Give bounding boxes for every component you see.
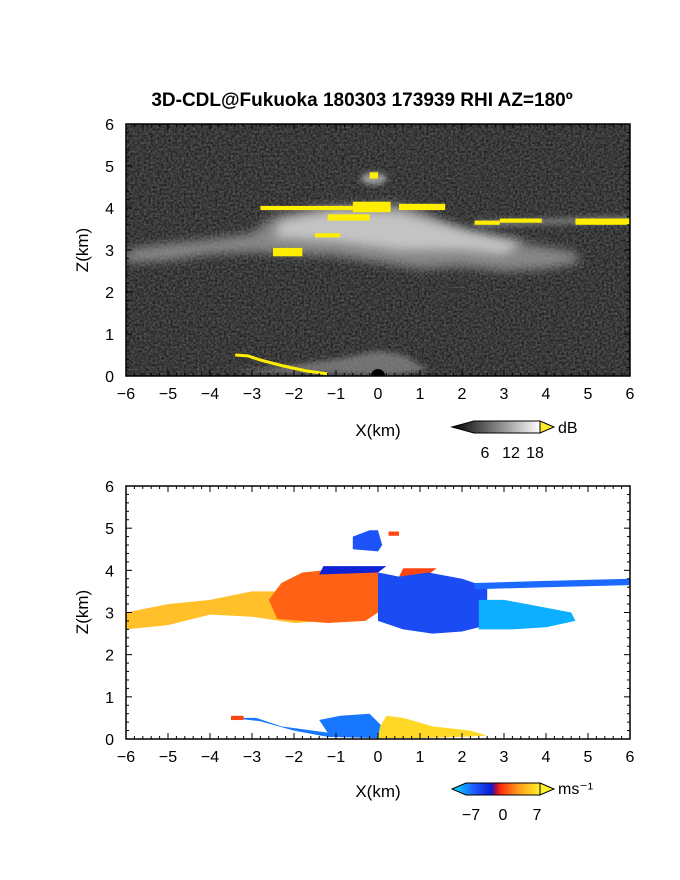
velocity-x-tick-label: 5 <box>584 749 593 766</box>
velocity-x-axis-label: X(km) <box>355 782 400 801</box>
reflectivity-colorbar-max-arrow <box>539 420 556 434</box>
reflectivity-x-tick-label: 4 <box>542 386 551 403</box>
reflectivity-x-tick-label: 2 <box>458 386 467 403</box>
reflectivity-x-tick-label: −3 <box>243 386 261 403</box>
velocity-y-tick-label: 1 <box>105 690 114 707</box>
velocity-y-tick-label: 2 <box>105 648 114 665</box>
reflectivity-x-tick-label: 5 <box>584 386 593 403</box>
reflectivity-echoes <box>126 172 630 376</box>
reflectivity-x-tick-label: −2 <box>285 386 303 403</box>
reflectivity-saturation-patch <box>315 233 341 238</box>
velocity-colorbar-tick-3: 7 <box>533 807 542 824</box>
velocity-x-tick-label: 1 <box>416 749 425 766</box>
reflectivity-x-axis-label: X(km) <box>355 421 400 440</box>
reflectivity-y-tick-label: 3 <box>105 243 114 260</box>
velocity-colorbar-tick-1: −7 <box>462 807 480 824</box>
reflectivity-saturation-patch <box>327 214 370 221</box>
reflectivity-colorbar-bar <box>450 420 541 434</box>
reflectivity-saturation-patch <box>260 205 353 211</box>
reflectivity-x-tick-label: 1 <box>416 386 425 403</box>
velocity-colorbar-unit: ms⁻¹ <box>558 781 593 798</box>
reflectivity-axes: −6 −5 −4 −3 −2 −1 0 1 2 3 4 5 6 0 1 2 3 4 5 6 <box>105 117 634 403</box>
reflectivity-saturation-patch <box>499 218 542 223</box>
velocity-y-axis-label: Z(km) <box>73 590 92 634</box>
reflectivity-x-tick-label: −5 <box>159 386 177 403</box>
velocity-echoes <box>126 530 630 739</box>
velocity-ground-echo-east <box>378 715 488 739</box>
velocity-x-tick-label: 0 <box>374 749 383 766</box>
velocity-x-tick-label: −5 <box>159 749 177 766</box>
velocity-y-tick-label: 3 <box>105 606 114 623</box>
velocity-x-tick-label: −2 <box>285 749 303 766</box>
velocity-x-tick-label: 2 <box>458 749 467 766</box>
velocity-y-tick-label: 6 <box>105 479 114 496</box>
velocity-x-tick-label: −6 <box>117 749 135 766</box>
reflectivity-x-tick-label: −4 <box>201 386 219 403</box>
velocity-cloud-east <box>478 599 576 630</box>
reflectivity-saturation-patch <box>369 172 378 179</box>
velocity-y-tick-label: 5 <box>105 521 114 538</box>
reflectivity-saturation-patch <box>352 201 391 213</box>
velocity-cloud-center-west <box>268 568 378 624</box>
reflectivity-colorbar-tick-1: 6 <box>481 445 490 462</box>
velocity-x-tick-label: 6 <box>626 749 635 766</box>
reflectivity-saturation-patch <box>399 203 446 211</box>
velocity-cloud-center-east <box>378 572 488 634</box>
reflectivity-ground-echo <box>231 350 429 376</box>
reflectivity-y-tick-label: 1 <box>105 327 114 344</box>
reflectivity-y-tick-label: 5 <box>105 159 114 176</box>
velocity-ground-red-speck <box>231 715 244 721</box>
velocity-y-tick-label: 0 <box>105 732 114 749</box>
velocity-panel: −6 −5 −4 −3 −2 −1 0 1 2 3 4 5 6 0 1 2 3 4 5 6 X(km) Z(km) m… <box>73 479 635 824</box>
reflectivity-x-tick-label: 6 <box>626 386 635 403</box>
reflectivity-x-tick-label: −1 <box>327 386 345 403</box>
velocity-x-tick-label: −4 <box>201 749 219 766</box>
velocity-y-tick-label: 4 <box>105 563 114 580</box>
velocity-cirrus-streak <box>474 578 630 590</box>
velocity-x-tick-label: 4 <box>542 749 551 766</box>
reflectivity-colorbar: dB 6 12 18 <box>450 420 578 462</box>
reflectivity-x-tick-label: −6 <box>117 386 135 403</box>
reflectivity-colorbar-tick-2: 12 <box>502 445 520 462</box>
reflectivity-colorbar-tick-3: 18 <box>526 445 544 462</box>
velocity-colorbar-bar <box>450 782 541 796</box>
velocity-x-tick-label: −1 <box>327 749 345 766</box>
reflectivity-saturation-patch <box>273 247 303 257</box>
reflectivity-x-tick-label: 3 <box>500 386 509 403</box>
velocity-x-tick-label: −3 <box>243 749 261 766</box>
figure-title: 3D-CDL@Fukuoka 180303 173939 RHI AZ=180º <box>151 90 572 111</box>
reflectivity-saturation-patch <box>575 218 630 225</box>
velocity-x-tick-label: 3 <box>500 749 509 766</box>
reflectivity-y-tick-label: 4 <box>105 201 114 218</box>
velocity-axes: −6 −5 −4 −3 −2 −1 0 1 2 3 4 5 6 0 1 2 3 4 5 6 <box>105 479 634 766</box>
velocity-cloud-top-blue-fringe <box>319 566 387 575</box>
velocity-colorbar-tick-2: 0 <box>499 807 508 824</box>
velocity-upper-cell <box>352 530 383 552</box>
reflectivity-cloud-core <box>273 210 525 255</box>
reflectivity-y-tick-label: 6 <box>105 117 114 134</box>
reflectivity-ground-saturation <box>235 353 328 376</box>
velocity-upper-red-speck <box>388 531 399 536</box>
velocity-ground-echo-west <box>231 713 383 739</box>
reflectivity-colorbar-unit: dB <box>558 420 578 437</box>
reflectivity-y-tick-label: 2 <box>105 285 114 302</box>
velocity-colorbar-max-arrow <box>539 782 556 796</box>
reflectivity-saturation-patch <box>474 220 500 225</box>
reflectivity-x-tick-label: 0 <box>374 386 383 403</box>
reflectivity-y-axis-label: Z(km) <box>73 228 92 272</box>
reflectivity-y-tick-label: 0 <box>105 369 114 386</box>
velocity-colorbar: ms⁻¹ −7 0 7 <box>450 781 593 824</box>
